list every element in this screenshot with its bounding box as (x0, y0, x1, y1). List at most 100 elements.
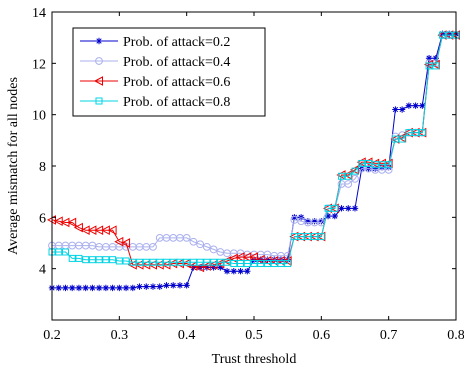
data-point (425, 55, 433, 62)
data-point (344, 172, 352, 180)
data-point (439, 30, 446, 38)
data-point (190, 264, 197, 271)
data-point (371, 161, 379, 169)
data-point (418, 129, 426, 137)
legend-item: Prob. of attack=0.8 (80, 95, 230, 110)
data-point (189, 258, 197, 266)
data-point (398, 135, 406, 143)
data-point (73, 222, 83, 233)
data-point (116, 284, 123, 292)
data-point (338, 172, 346, 180)
legend: Prob. of attack=0.2 Prob. of attack=0.4 … (72, 27, 266, 117)
data-point (149, 283, 157, 290)
data-point (95, 256, 103, 264)
data-point (75, 254, 83, 262)
data-point (318, 217, 325, 225)
legend-marker-shape (93, 76, 103, 86)
legend-item: Prob. of attack=0.6 (80, 75, 230, 90)
data-point (237, 260, 245, 268)
data-point (162, 258, 170, 266)
data-point (122, 284, 130, 292)
data-point (291, 214, 298, 221)
data-point (156, 283, 163, 290)
legend-marker-shape (95, 97, 103, 105)
data-point (372, 165, 379, 172)
data-point (163, 282, 170, 289)
data-point (358, 159, 366, 167)
data-point (432, 55, 439, 62)
data-point (169, 258, 177, 266)
data-point (136, 258, 144, 266)
data-point (311, 217, 318, 225)
data-point (304, 217, 312, 225)
data-point (107, 225, 117, 236)
data-point (419, 102, 426, 109)
legend-marker-circle (95, 57, 103, 65)
x-tick-label: 0.6 (313, 328, 331, 343)
data-point (405, 129, 413, 137)
data-point (432, 62, 440, 70)
data-point (392, 106, 399, 113)
data-point (237, 268, 244, 275)
data-point (201, 261, 211, 271)
data-point (209, 245, 218, 254)
series-line (52, 34, 456, 264)
data-point (384, 165, 393, 174)
x-tick-label: 0.2 (43, 328, 61, 343)
data-point (53, 216, 63, 227)
data-point (129, 258, 137, 266)
data-point (264, 256, 271, 263)
axes-layer: 0.2 0.3 0.4 0.5 0.6 0.7 0.8 4 6 8 10 12 14 (32, 6, 464, 343)
data-point (114, 236, 124, 247)
data-point (385, 161, 393, 169)
data-point (391, 135, 399, 143)
data-point (217, 264, 224, 271)
data-point (203, 264, 211, 271)
x-tick-label: 0.4 (178, 328, 196, 343)
data-point (95, 284, 103, 292)
data-point (67, 217, 77, 228)
data-point (210, 258, 218, 266)
data-point (216, 258, 224, 266)
data-point (102, 256, 110, 264)
data-point (398, 106, 406, 113)
data-point (344, 180, 353, 188)
data-point (223, 268, 231, 275)
x-tick-label: 0.5 (245, 328, 263, 343)
data-point (263, 260, 271, 268)
data-point (230, 260, 238, 268)
data-point (149, 258, 157, 266)
y-tick-label: 14 (32, 6, 46, 21)
data-point (331, 204, 339, 212)
x-axis-title: Trust threshold (212, 352, 297, 367)
y-tick-label: 8 (39, 160, 46, 175)
data-point (115, 257, 123, 265)
data-point (317, 233, 325, 241)
data-point (277, 260, 285, 268)
data-point (284, 260, 292, 268)
legend-label: Prob. of attack=0.4 (123, 55, 230, 70)
data-point (412, 129, 420, 137)
series-4 (48, 31, 460, 268)
data-point (82, 256, 90, 264)
data-point (188, 261, 198, 271)
data-point (156, 258, 164, 266)
data-point (338, 205, 345, 212)
data-point (351, 167, 359, 175)
data-point (255, 254, 265, 265)
x-tick-label: 0.7 (380, 328, 398, 343)
data-point (203, 258, 211, 266)
y-tick-label: 6 (39, 211, 46, 226)
data-point (55, 248, 63, 256)
data-point (129, 284, 136, 292)
data-point (311, 233, 319, 241)
data-point (223, 258, 231, 266)
data-point (62, 284, 69, 292)
y-tick-label: 4 (39, 263, 46, 278)
data-point (109, 284, 116, 292)
data-point (290, 233, 298, 241)
data-point (82, 284, 89, 292)
data-point (364, 159, 372, 167)
data-point (345, 205, 352, 212)
x-tick-label: 0.8 (447, 328, 464, 343)
